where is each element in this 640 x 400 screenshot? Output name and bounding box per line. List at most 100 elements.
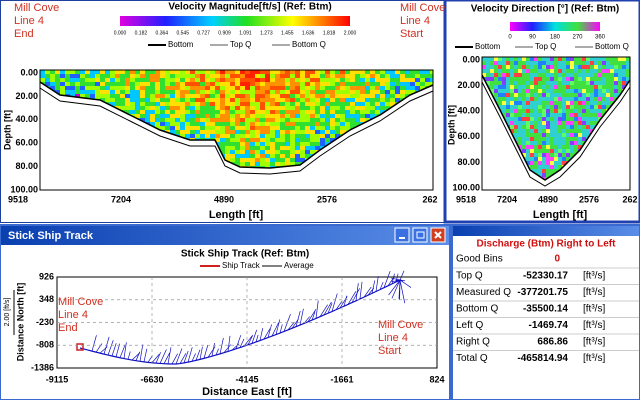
heat-cell [50,82,55,86]
colorbar-label: 2.000 [344,30,357,36]
heat-cell [578,65,582,69]
heat-cell [245,118,250,122]
heat-cell [380,70,385,74]
heat-cell [614,93,618,97]
heat-cell [150,118,155,122]
heat-cell [498,77,502,81]
heat-cell [542,117,546,121]
heat-cell [315,70,320,74]
window-buttons[interactable] [394,227,446,243]
heat-cell [145,114,150,118]
heat-cell [220,130,225,134]
heat-cell [570,145,574,149]
heat-cell [542,153,546,157]
y-tick-label: -808 [36,340,54,350]
heat-cell [542,101,546,105]
heat-cell [125,74,130,78]
heat-cell [195,126,200,130]
heat-cell [518,125,522,129]
heat-cell [510,57,514,61]
heat-cell [482,57,486,61]
heat-cell [325,110,330,114]
heat-cell [275,142,280,146]
heat-cell [320,130,325,134]
heat-cell [340,102,345,106]
heat-cell [220,150,225,154]
heat-cell [215,86,220,90]
colorbar [120,16,350,26]
heat-cell [550,141,554,145]
heat-cell [240,158,245,162]
heat-cell [315,130,320,134]
discharge-panel [451,224,640,400]
heat-cell [578,93,582,97]
heat-cell [526,109,530,113]
heat-cell [170,122,175,126]
heat-cell [220,86,225,90]
heat-cell [330,98,335,102]
heat-cell [558,61,562,65]
heat-cell [315,98,320,102]
heat-cell [562,121,566,125]
stick [219,337,224,354]
heat-cell [50,74,55,78]
heat-cell [115,82,120,86]
heat-cell [562,89,566,93]
heat-cell [486,81,490,85]
heat-cell [145,86,150,90]
heat-cell [115,86,120,90]
heat-cell [125,106,130,110]
stick [171,353,178,365]
heat-cell [502,77,506,81]
heat-cell [170,86,175,90]
heat-cell [290,118,295,122]
heat-cell [410,78,415,82]
stick [203,345,209,359]
heat-cell [90,78,95,82]
heat-cell [530,125,534,129]
heat-cell [290,126,295,130]
heat-cell [150,102,155,106]
heat-cell [100,70,105,74]
heat-cell [530,69,534,73]
heat-cell [606,101,610,105]
heat-cell [360,74,365,78]
heat-cell [550,85,554,89]
heat-cell [160,82,165,86]
heat-cell [554,101,558,105]
heat-cell [355,82,360,86]
heat-cell [570,77,574,81]
heat-cell [315,118,320,122]
heat-cell [300,70,305,74]
heat-cell [400,94,405,98]
heat-cell [594,121,598,125]
heat-cell [180,114,185,118]
heat-cell [514,89,518,93]
heat-cell [190,122,195,126]
heat-cell [506,97,510,101]
heat-cell [175,94,180,98]
heat-cell [538,97,542,101]
x-tick-label: 2576 [317,194,337,204]
heat-cell [550,69,554,73]
heat-cell [582,81,586,85]
heat-cell [225,118,230,122]
heat-cell [522,113,526,117]
heat-cell [170,78,175,82]
heat-cell [578,77,582,81]
heat-cell [110,82,115,86]
heat-cell [45,70,50,74]
x-tick-label: 9518 [456,194,476,204]
heat-cell [225,130,230,134]
heat-cell [498,85,502,89]
heat-cell [430,82,433,86]
stick [307,309,317,322]
heat-cell [50,70,55,74]
x-tick-label: -1661 [330,374,353,384]
heat-cell [502,85,506,89]
heat-cell [400,74,405,78]
heat-cell [498,105,502,109]
heat-cell [606,73,610,77]
heat-cell [614,85,618,89]
